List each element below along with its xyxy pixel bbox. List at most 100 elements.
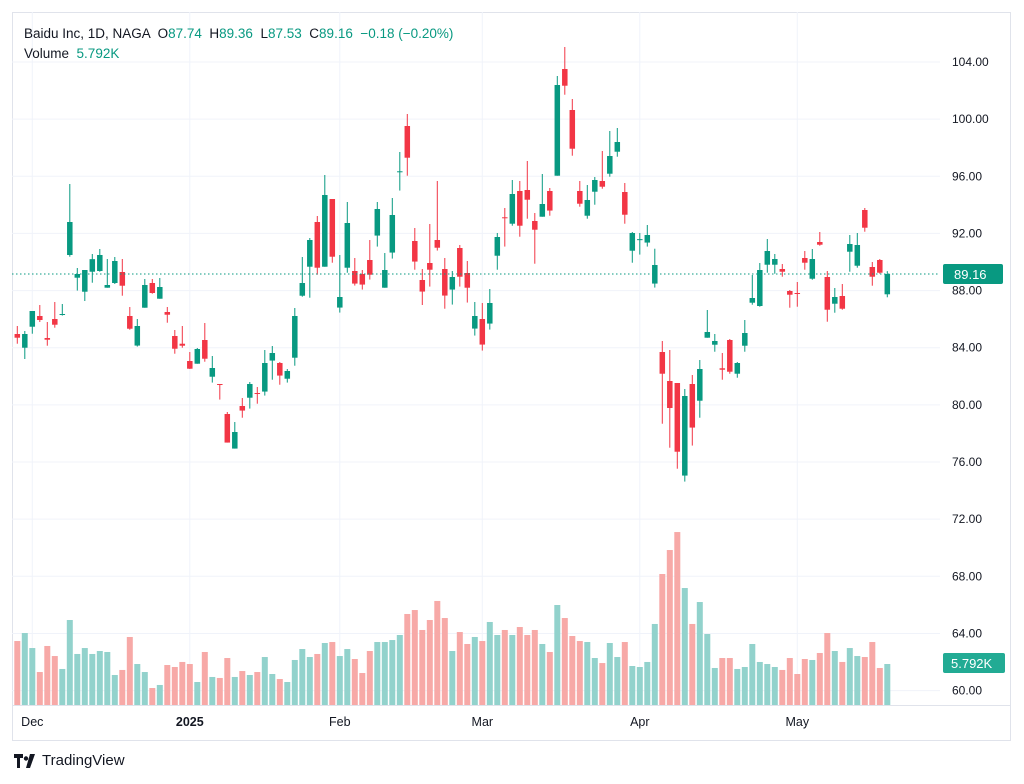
candle-body (509, 194, 516, 224)
candle-body (449, 277, 456, 290)
last-price-badge: 89.16 (943, 264, 1003, 285)
candle (97, 249, 103, 272)
volume-bar (464, 643, 471, 705)
candle-body (592, 180, 598, 192)
tradingview-logo[interactable]: TradingView (14, 752, 125, 769)
candle-body (749, 298, 756, 303)
volume-bar (546, 651, 553, 705)
candle (299, 257, 306, 297)
candle-body (697, 369, 703, 401)
symbol-title[interactable]: Baidu Inc, 1D, NAGA (24, 26, 151, 41)
volume-bar (81, 648, 88, 705)
volume-bar (629, 666, 636, 705)
candle-body (524, 190, 531, 200)
candle-body (614, 142, 621, 152)
candle (712, 334, 718, 352)
volume-bar (846, 648, 853, 705)
candle-body (629, 233, 636, 251)
candle (569, 99, 576, 156)
candle (307, 238, 313, 298)
volume-bar (194, 681, 201, 705)
candle (689, 375, 696, 446)
candle-body (884, 274, 891, 295)
candle (479, 303, 486, 351)
candle (697, 360, 703, 418)
volume-bar (621, 642, 628, 705)
candle (667, 350, 673, 448)
volume-legend: Volume 5.792K (24, 46, 120, 61)
volume-bar (359, 673, 366, 705)
volume-bar (149, 688, 156, 705)
candle-body (254, 393, 261, 395)
candle (29, 311, 36, 334)
brand-name: TradingView (42, 752, 125, 769)
candle (637, 233, 643, 255)
candle-body (179, 343, 186, 346)
candles (14, 46, 891, 482)
volume-bar (516, 627, 523, 705)
candle (187, 352, 193, 370)
candle (817, 232, 823, 246)
volume-bar (261, 657, 268, 705)
last-volume-badge: 5.792K (943, 653, 1005, 673)
candle-body (307, 240, 313, 267)
candle-body (134, 326, 141, 346)
volume-bar (801, 658, 808, 705)
candle-body (674, 383, 681, 452)
y-tick-label: 104.00 (952, 55, 989, 69)
candle (547, 188, 553, 216)
candle-body (112, 261, 118, 284)
volume-bar (276, 679, 283, 705)
volume-bar (876, 667, 883, 705)
candle-body (374, 209, 381, 236)
volume-bar (51, 656, 58, 705)
candle (502, 208, 508, 247)
volume-bar (224, 658, 231, 705)
candle-body (854, 245, 861, 266)
candle (89, 254, 96, 283)
volume-bar (411, 610, 418, 705)
candle-body (682, 396, 688, 476)
volume-bar (119, 669, 126, 705)
candle-body (427, 263, 433, 270)
candle (629, 232, 636, 263)
volume-bar (209, 676, 216, 705)
candle (142, 279, 148, 308)
volume-bar (764, 664, 771, 705)
candle (149, 279, 156, 294)
candle (22, 331, 28, 360)
volume-bar (741, 666, 748, 705)
volume-bar (396, 635, 403, 705)
candle-body (479, 319, 486, 345)
volume-bar (531, 629, 538, 705)
candle-body (869, 267, 876, 277)
candle-body (44, 338, 51, 340)
volume-bar (59, 668, 66, 705)
candle (194, 348, 201, 364)
volume-bar (599, 663, 606, 705)
volume-bar (711, 667, 718, 705)
candle (202, 323, 208, 362)
y-tick-label: 84.00 (952, 341, 982, 355)
candle (427, 224, 433, 287)
candle-body (299, 283, 306, 296)
price-axis[interactable]: 60.00 64.00 68.00 72.00 76.00 80.00 84.00 88.00… (952, 55, 989, 698)
candle (209, 356, 216, 383)
volume-bar (126, 636, 133, 705)
candle-body (37, 316, 43, 321)
volume-bar (831, 651, 838, 705)
candle (314, 216, 321, 275)
candle (719, 353, 726, 380)
volume-bar (216, 677, 223, 705)
candle (464, 261, 471, 303)
candle (232, 422, 238, 449)
candle (82, 270, 88, 302)
y-tick-label: 76.00 (952, 455, 982, 469)
volume-bar (329, 642, 336, 705)
candle (884, 271, 891, 298)
candle (164, 307, 171, 323)
candle (352, 258, 358, 286)
time-axis[interactable]: Dec 2025 Feb Mar Apr May (21, 715, 810, 729)
candle-body (194, 349, 201, 364)
